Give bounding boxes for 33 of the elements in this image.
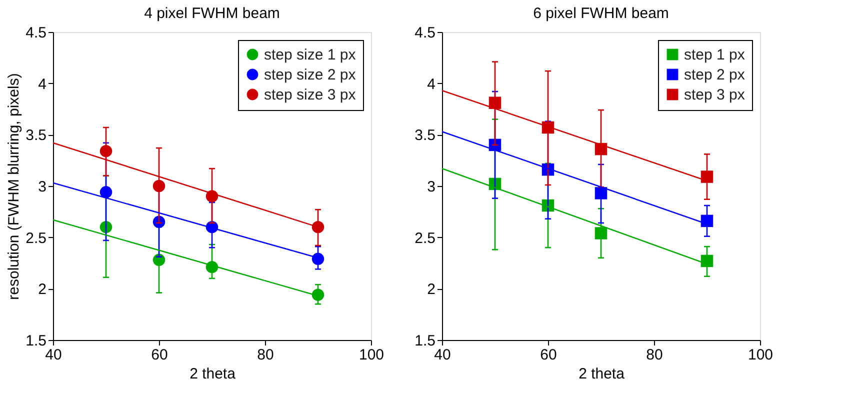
x-tick-label: 40: [45, 346, 62, 364]
legend-label: step size 2 px: [264, 66, 356, 84]
y-tick-label: 1.5: [414, 332, 436, 350]
x-axis-title: 2 theta: [190, 366, 236, 382]
legend-label: step size 1 px: [264, 46, 356, 64]
y-axis-title: resolution (FWHM blurring, pixels): [6, 73, 23, 300]
chart-title: 6 pixel FWHM beam: [533, 5, 669, 22]
y-tick-label: 4: [427, 76, 436, 93]
legend-label: step size 3 px: [264, 86, 356, 104]
x-tick-label: 60: [151, 346, 168, 364]
legend-label: step 2 px: [684, 66, 746, 84]
x-tick-label: 40: [434, 346, 451, 364]
x-tick-label: 80: [257, 346, 274, 364]
y-tick-label: 3: [427, 178, 436, 196]
y-tick-label: 2: [427, 281, 436, 298]
x-axis-title: 2 theta: [578, 366, 626, 382]
y-tick-label: 3.5: [26, 127, 46, 144]
y-tick-label: 3.5: [414, 127, 436, 144]
y-tick-label: 1.5: [26, 332, 46, 350]
y-tick-label: 4.5: [26, 24, 46, 42]
x-tick-label: 100: [358, 346, 384, 364]
x-tick-label: 80: [646, 346, 663, 364]
y-tick-label: 4.5: [414, 24, 436, 42]
legend-label: step 3 px: [684, 86, 746, 104]
y-tick-label: 2.5: [414, 230, 436, 247]
y-tick-label: 3: [38, 178, 46, 196]
y-tick-label: 4: [38, 76, 46, 93]
legend-label: step 1 px: [684, 46, 746, 64]
y-tick-label: 2.5: [26, 230, 46, 247]
x-tick-label: 60: [540, 346, 557, 364]
y-tick-label: 2: [38, 281, 46, 298]
x-tick-label: 100: [748, 346, 774, 364]
chart-title: 4 pixel FWHM beam: [144, 5, 280, 22]
